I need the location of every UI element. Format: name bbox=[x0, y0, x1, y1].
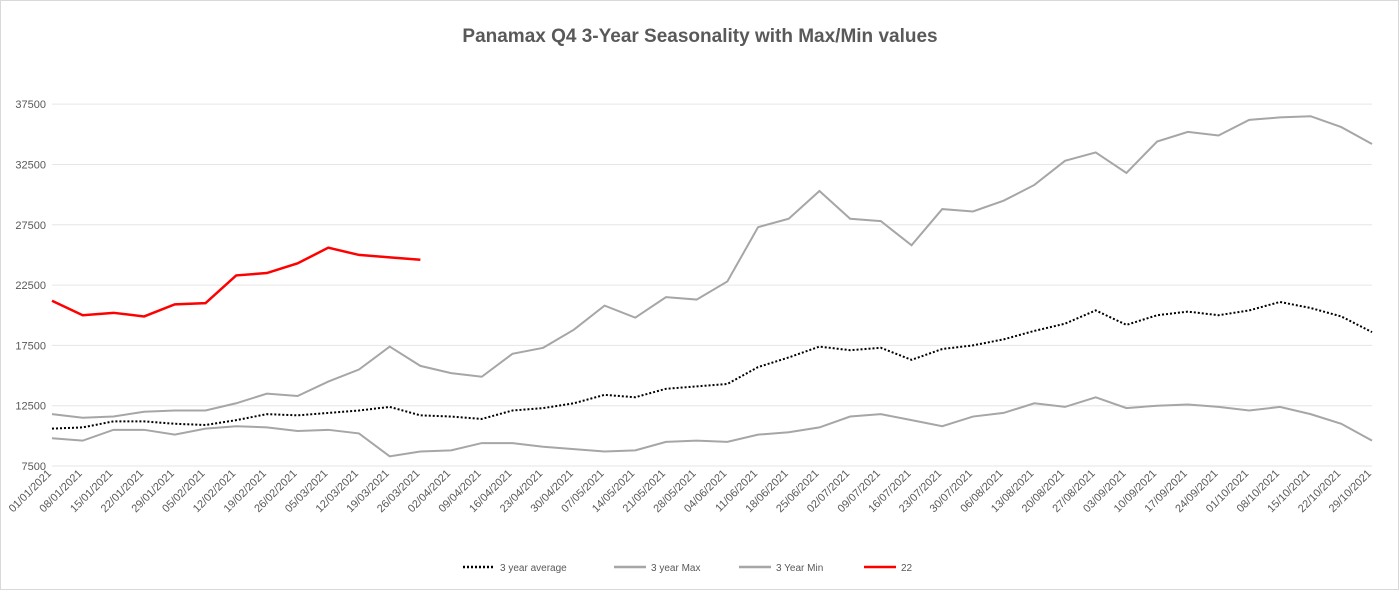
y-tick-label: 22500 bbox=[15, 280, 46, 292]
series-line bbox=[51, 396, 1373, 458]
y-tick-label: 12500 bbox=[15, 401, 46, 413]
y-tick-label: 37500 bbox=[15, 99, 46, 111]
legend-label: 3 year average bbox=[500, 563, 567, 574]
y-tick-label: 27500 bbox=[15, 220, 46, 232]
y-tick-label: 7500 bbox=[22, 461, 46, 473]
legend-label: 22 bbox=[901, 563, 913, 574]
chart-title: Panamax Q4 3-Year Seasonality with Max/M… bbox=[462, 26, 937, 47]
y-tick-label: 17500 bbox=[15, 340, 46, 352]
legend-label: 3 year Max bbox=[651, 563, 700, 574]
y-tick-label: 32500 bbox=[15, 159, 46, 171]
legend-label: 3 Year Min bbox=[776, 563, 823, 574]
series-line bbox=[51, 115, 1373, 419]
series-line bbox=[51, 246, 421, 318]
series-line bbox=[51, 300, 1373, 430]
